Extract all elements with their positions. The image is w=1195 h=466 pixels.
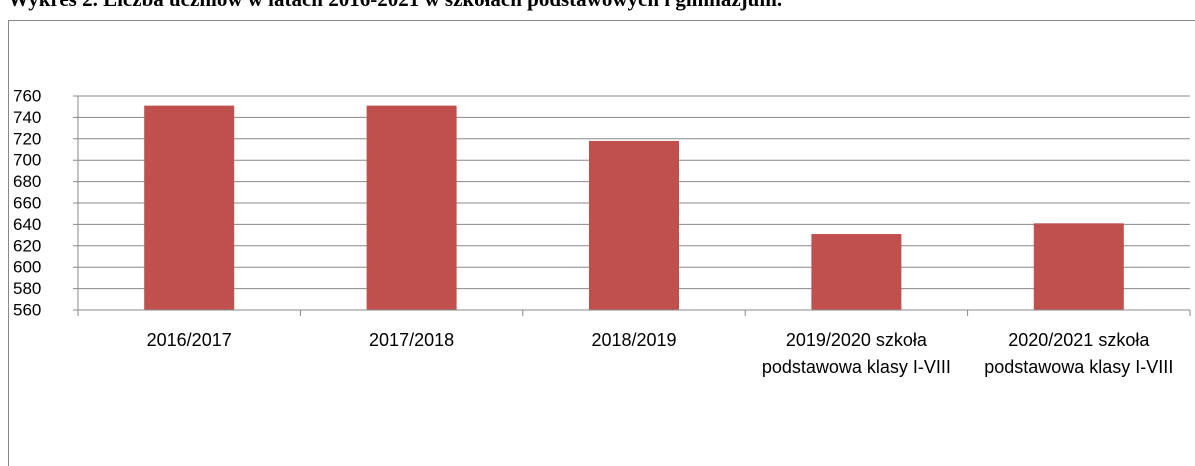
y-tick-label: 660	[13, 193, 41, 212]
y-tick-label: 560	[13, 300, 41, 319]
y-tick-label: 640	[13, 215, 41, 234]
bar	[366, 105, 457, 310]
y-tick-label: 720	[13, 129, 41, 148]
y-tick-label: 620	[13, 236, 41, 255]
x-tick-label: 2016/2017	[146, 330, 232, 350]
y-tick-label: 700	[13, 151, 41, 170]
x-tick-label: 2017/2018	[369, 330, 455, 350]
chart-title: Wykres 2. Liczba uczniów w latach 2016-2…	[8, 0, 782, 12]
bar	[589, 140, 679, 310]
x-tick-label: 2018/2019	[591, 330, 677, 350]
y-tick-label: 580	[13, 279, 41, 298]
y-tick-label: 740	[13, 108, 41, 127]
y-tick-label: 760	[13, 86, 41, 105]
x-tick-label: 2019/2020 szkoła podstawowa klasy I-VIII	[761, 330, 951, 377]
y-tick-label: 680	[13, 172, 41, 191]
y-tick-label: 600	[13, 258, 41, 277]
bar	[811, 234, 902, 310]
bar	[1033, 223, 1124, 310]
chart-border	[8, 20, 1195, 466]
bar	[144, 105, 235, 310]
x-tick-label: 2020/2021 szkoła podstawowa klasy I-VIII	[984, 330, 1174, 377]
